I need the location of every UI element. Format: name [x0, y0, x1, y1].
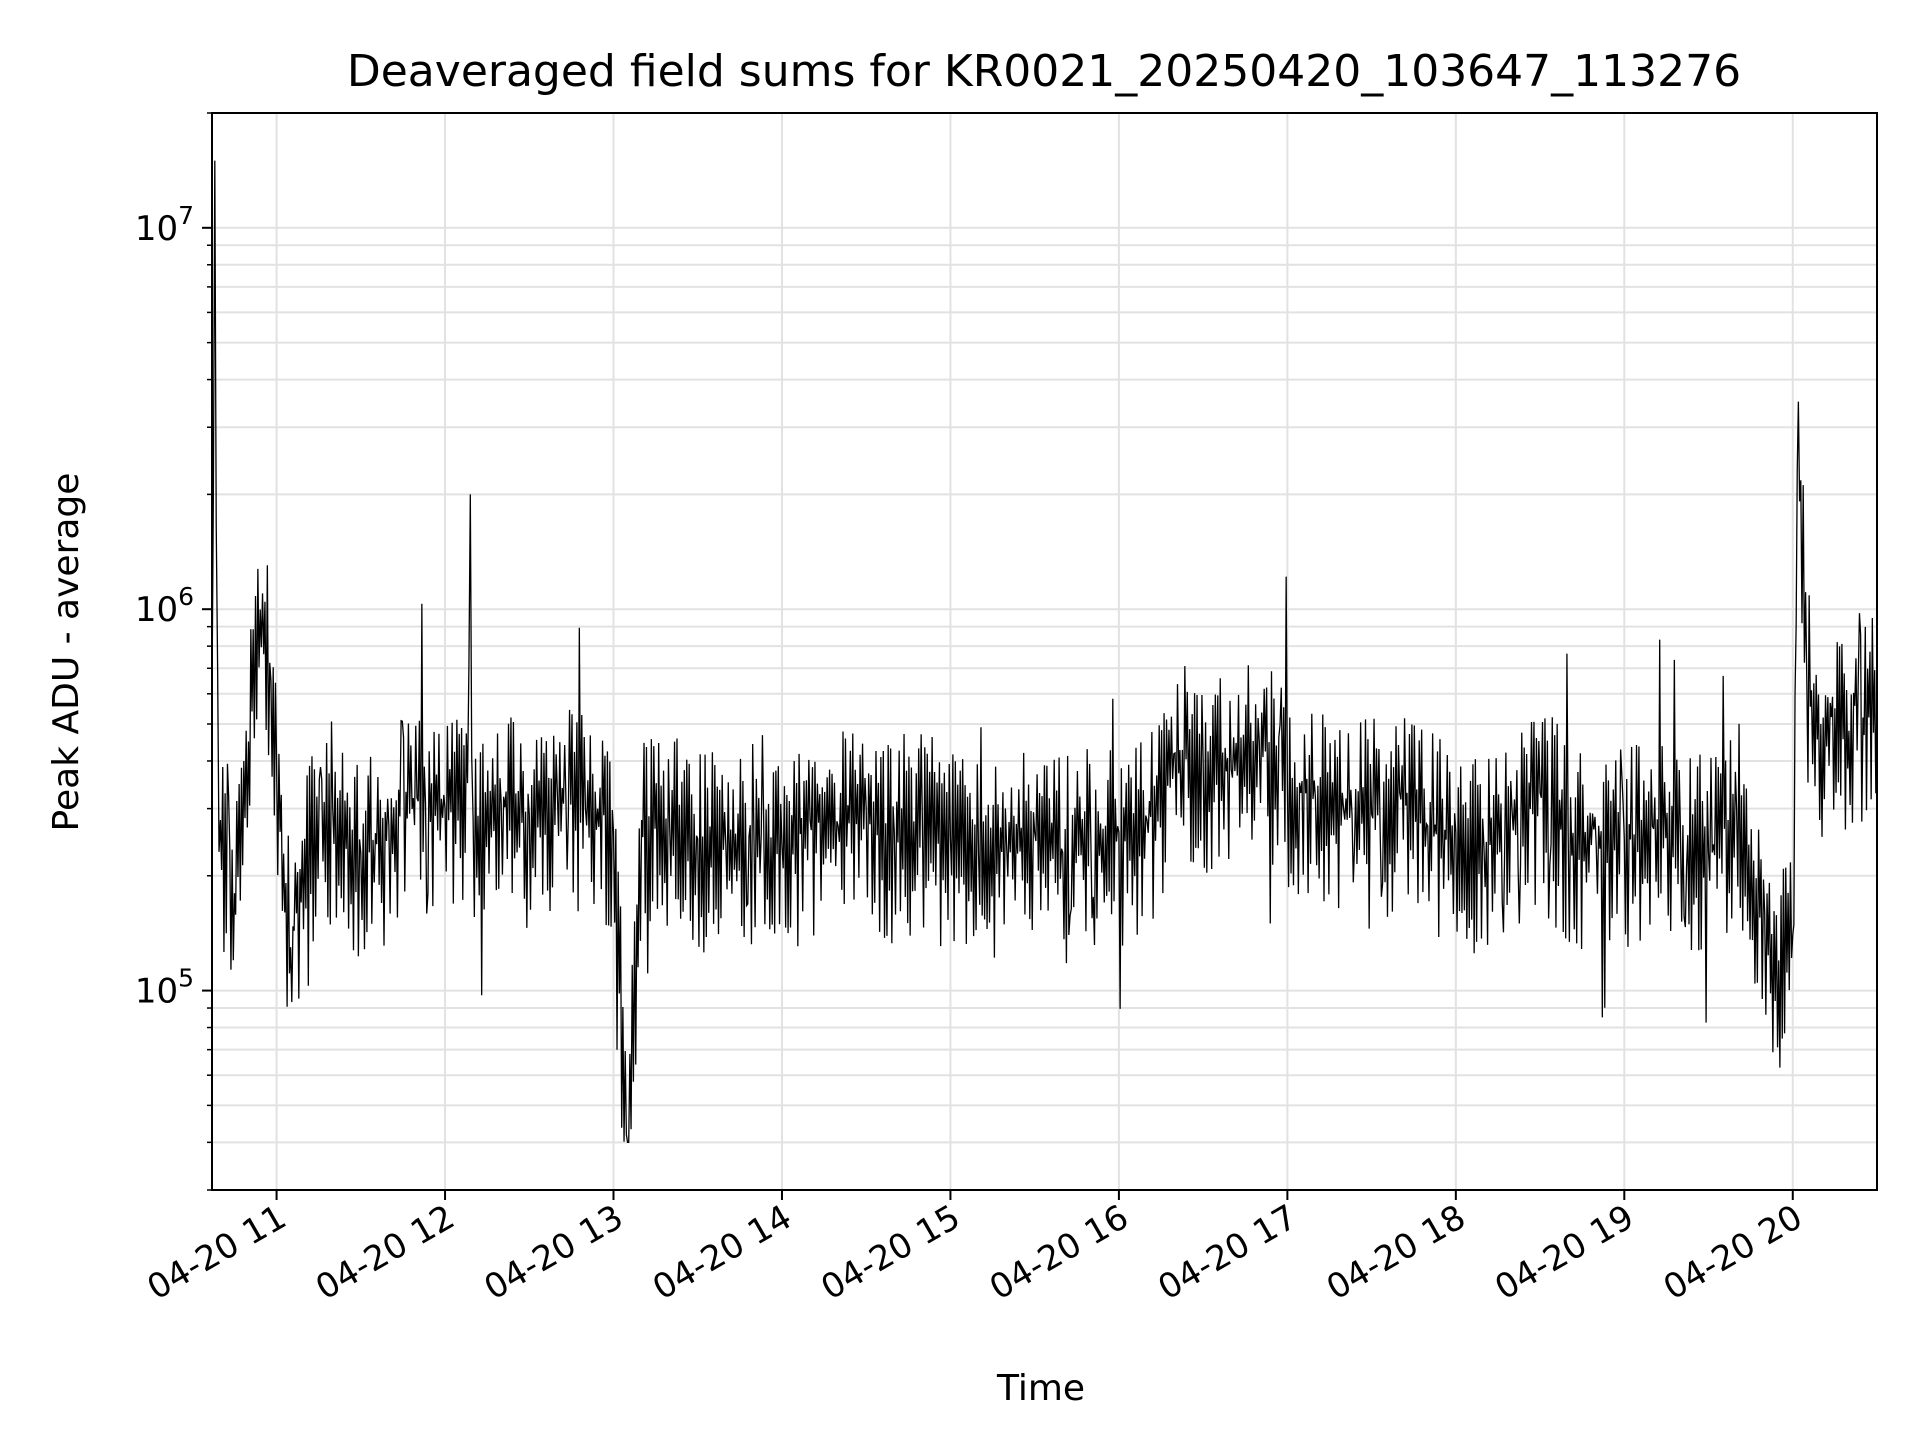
x-tick-label: 04-20 14	[646, 1197, 798, 1308]
x-tick-label: 04-20 12	[309, 1197, 461, 1308]
plot-frame	[211, 112, 1878, 1191]
x-tick-label: 04-20 11	[141, 1197, 293, 1308]
grid	[212, 112, 1877, 1191]
x-tick-label: 04-20 19	[1488, 1197, 1640, 1308]
x-tick-label: 04-20 17	[1151, 1197, 1303, 1308]
x-axis-label: Time	[996, 1368, 1085, 1409]
x-tick-label: 04-20 18	[1320, 1197, 1472, 1308]
y-tick-label: 105	[135, 964, 194, 1012]
y-tick-exponent: 7	[178, 201, 194, 230]
chart-title: Deaveraged field sums for KR0021_2025042…	[347, 46, 1741, 97]
y-tick-label: 106	[135, 582, 194, 630]
y-tick-base: 10	[135, 972, 178, 1012]
series-line	[211, 160, 1878, 1143]
y-tick-base: 10	[135, 590, 178, 630]
x-tick-label: 04-20 20	[1657, 1197, 1809, 1308]
x-tick-label: 04-20 16	[983, 1197, 1135, 1308]
y-tick-exponent: 6	[178, 582, 194, 611]
y-tick-exponent: 5	[178, 964, 194, 993]
y-tick-base: 10	[135, 209, 178, 249]
x-axis-ticks: 04-20 11 04-20 12 04-20 13 04-20 14 04-20 15…	[141, 1190, 1809, 1308]
y-axis-label: Peak ADU - average	[46, 473, 87, 832]
y-tick-label: 107	[135, 201, 194, 249]
x-tick-label: 04-20 13	[478, 1197, 630, 1308]
x-tick-label: 04-20 15	[815, 1197, 967, 1308]
